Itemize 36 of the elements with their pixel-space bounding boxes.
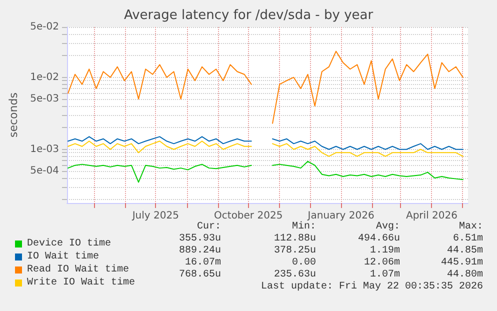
legend-label: Write IO Wait time <box>27 276 136 288</box>
x-tick-label: April 2026 <box>406 210 458 222</box>
text: 44.85m <box>446 246 483 256</box>
chart-title: Average latency for /dev/sda - by year <box>124 8 374 23</box>
text: 355.93u <box>178 234 221 244</box>
text: 112.88u <box>274 234 316 244</box>
text: 44.80m <box>446 270 483 280</box>
text: 235.63u <box>274 270 316 280</box>
y-tick-label: 1e-03 <box>30 144 59 155</box>
text: 494.66u <box>358 234 400 244</box>
text: Avg: <box>376 222 400 232</box>
text: 12.06m <box>364 258 400 268</box>
y-tick-label: 5e-04 <box>30 166 59 177</box>
y-tick-label: 5e-02 <box>30 22 59 32</box>
text: Last update: Fri May 22 00:35:35 2026 <box>260 280 483 292</box>
text: 1.07m <box>370 270 400 280</box>
y-tick-label: 5e-03 <box>30 94 59 105</box>
text: 1.19m <box>370 246 400 256</box>
x-tick-label: January 2026 <box>306 210 374 222</box>
legend-label: Read IO Wait time <box>27 264 130 276</box>
x-tick-label: July 2025 <box>131 210 179 222</box>
text: Max: <box>458 222 483 232</box>
text: 6.51m <box>452 234 483 244</box>
legend-label: Device IO time <box>27 238 112 250</box>
text: Min: <box>292 220 316 232</box>
text: 16.07m <box>184 258 221 268</box>
text: Cur: <box>196 222 221 232</box>
text: 768.65u <box>178 270 221 280</box>
y-tick-label: 1e-02 <box>30 72 59 83</box>
y-axis-title: seconds <box>7 92 20 138</box>
legend-label: IO Wait time <box>27 250 100 262</box>
text: 445.91m <box>440 258 483 268</box>
text: 378.25u <box>274 246 316 256</box>
text: 0.00 <box>292 258 316 268</box>
x-tick-label: October 2025 <box>214 210 283 222</box>
text: 889.24u <box>178 246 221 256</box>
